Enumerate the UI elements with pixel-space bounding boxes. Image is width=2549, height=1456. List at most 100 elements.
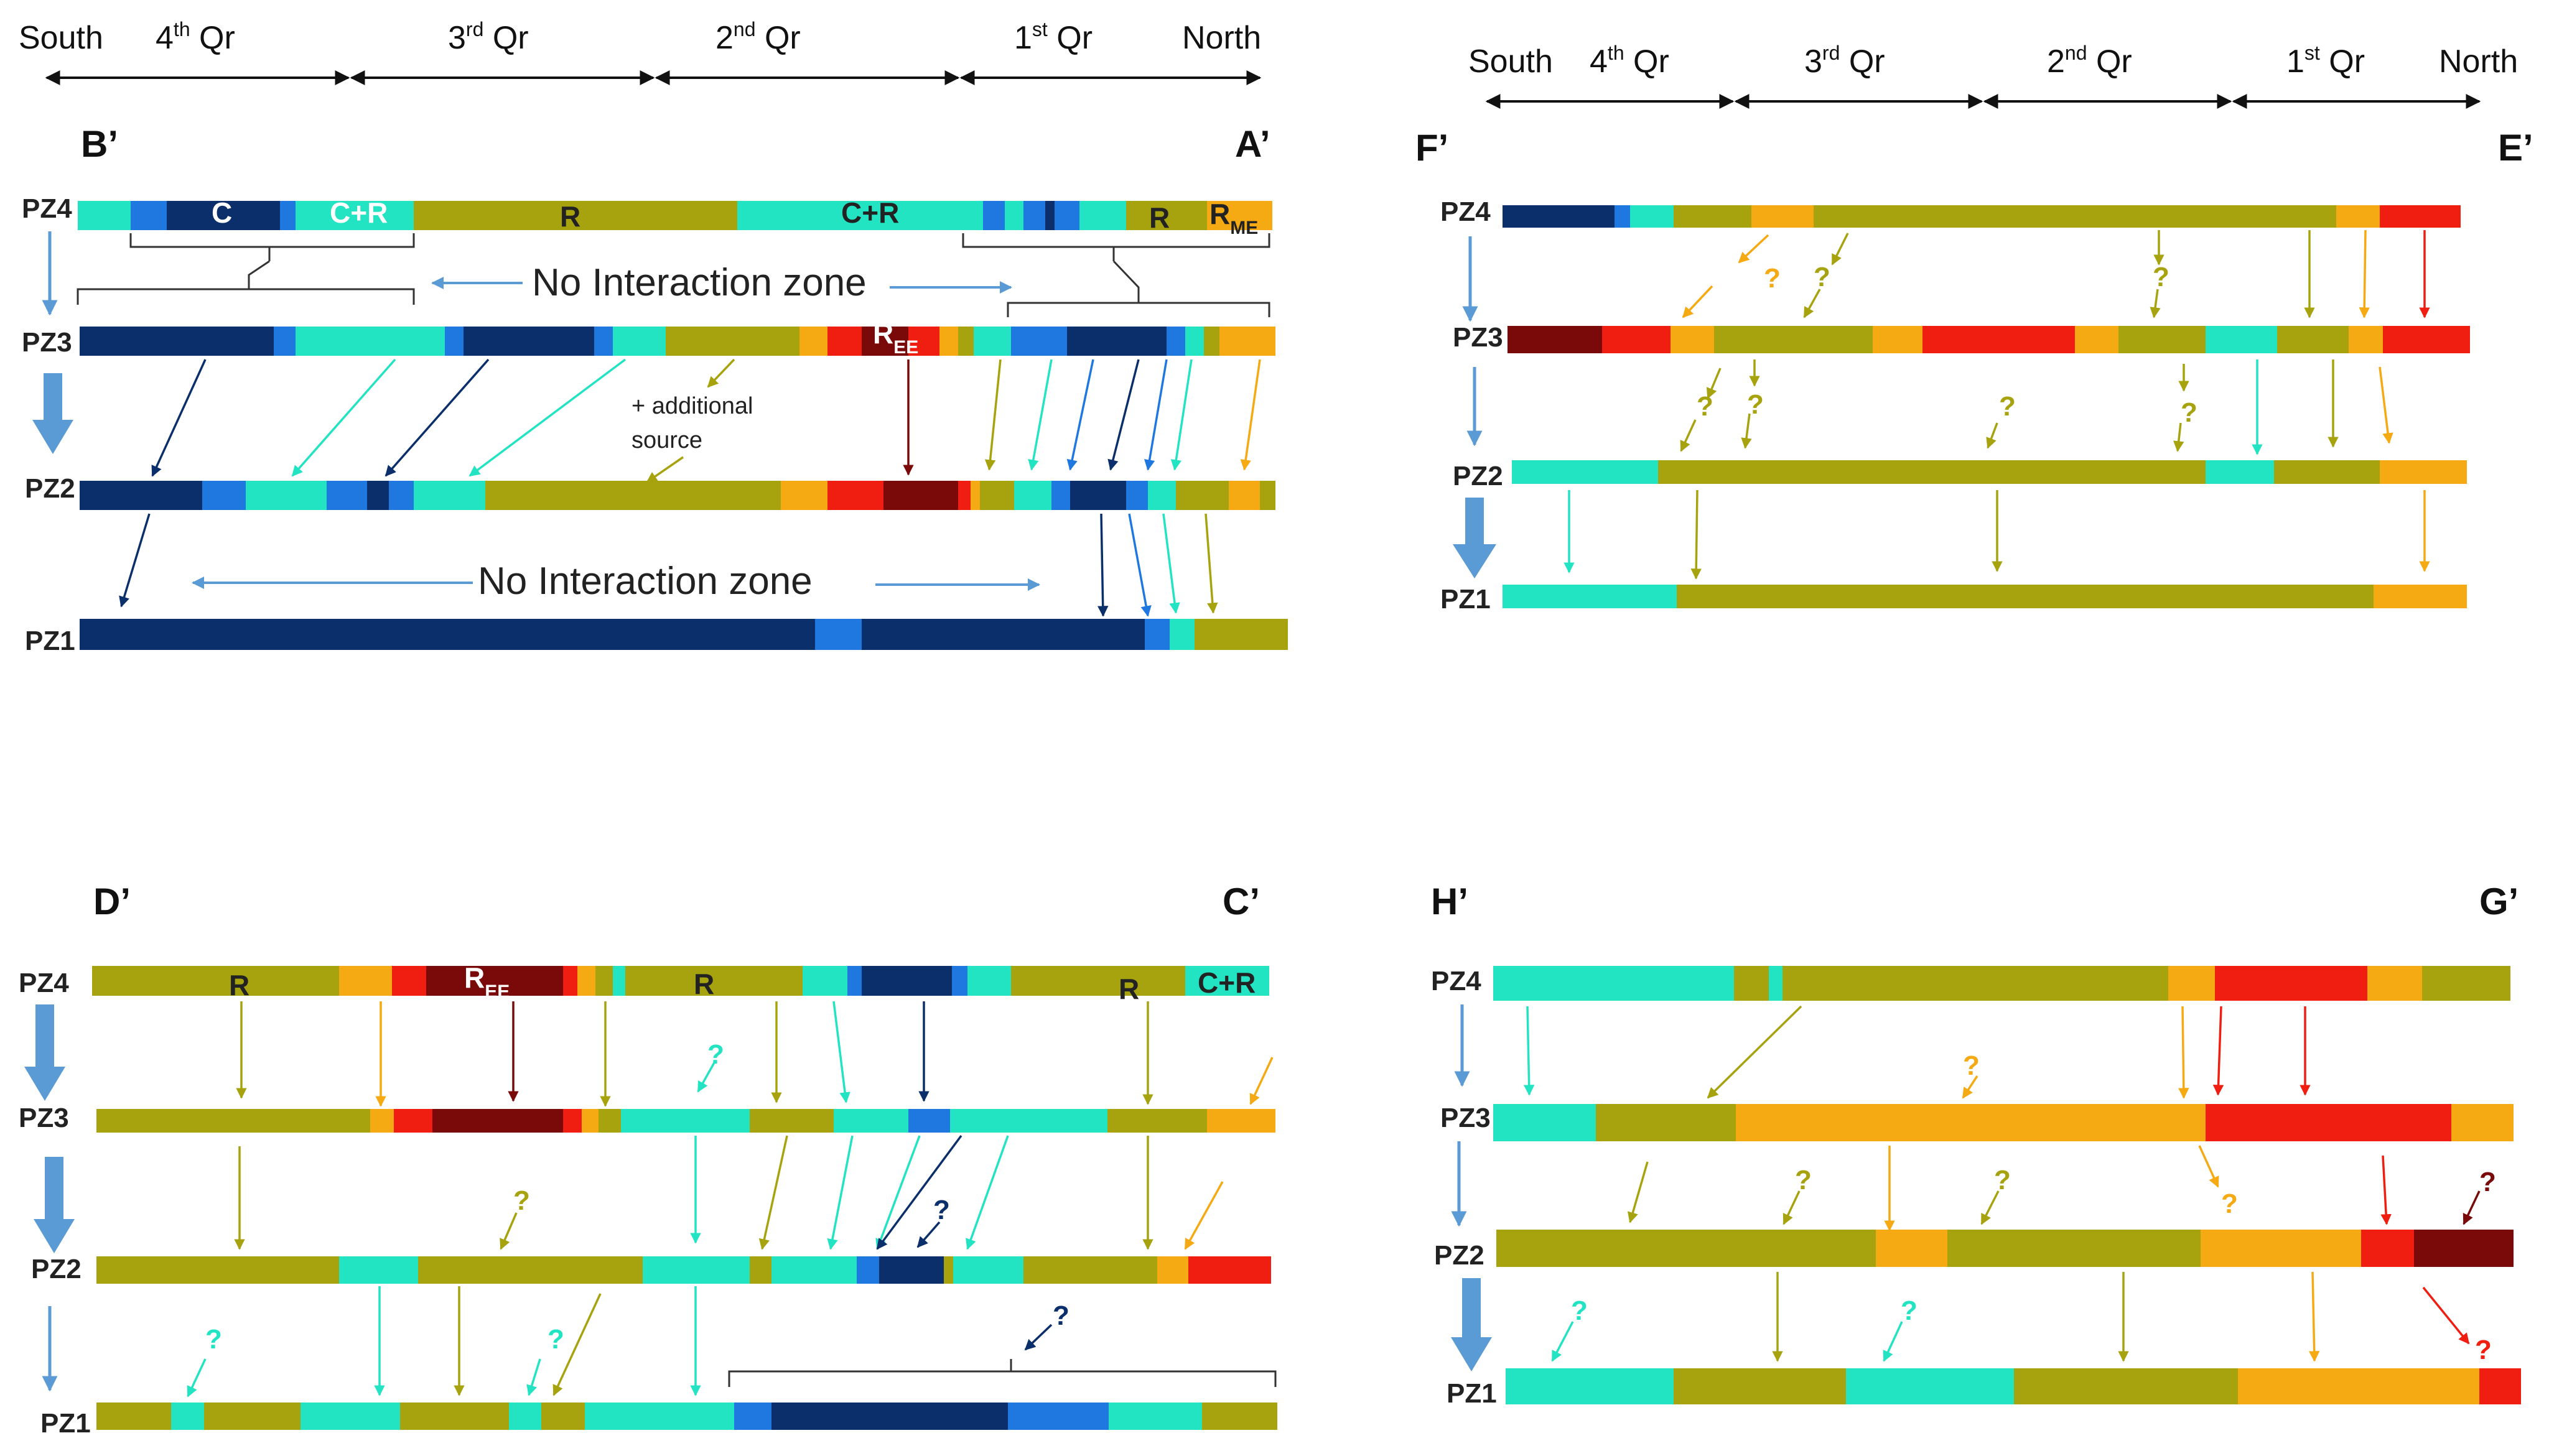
dc-arrow-16 <box>875 1135 921 1250</box>
corner-e: E’ <box>2498 127 2533 169</box>
fe-arrow-3 <box>1831 233 1849 266</box>
hg-pz1-segment <box>2238 1368 2479 1404</box>
dc-arrow-17 <box>876 1134 962 1250</box>
hg-pz4-segment <box>2367 966 2422 1001</box>
pz4-label-fe: PZ4 <box>1440 197 1491 227</box>
pz3-label-hg: PZ3 <box>1440 1103 1491 1133</box>
ba-arrow-9 <box>1028 359 1053 471</box>
ba-arrow-16 <box>1097 513 1109 617</box>
dc-pz3-segment <box>621 1109 750 1133</box>
hg-pz1-segment <box>1506 1368 1674 1404</box>
dc-pz3-segment <box>1207 1109 1275 1133</box>
fe-pz3-segment <box>2277 326 2349 353</box>
header-ba: South North 4th Qr 3rd Qr 2nd Qr 1st Qr <box>19 18 1262 85</box>
hg-pz3-segment <box>1596 1104 1736 1141</box>
fe-pz3-segment <box>2075 326 2118 353</box>
pz2-label-fe: PZ2 <box>1453 461 1503 491</box>
ba-pz3 <box>80 327 1275 356</box>
dc-pz3-segment <box>599 1109 621 1133</box>
ba-pz1-segment <box>1170 619 1195 650</box>
hg-pz3-segment <box>2451 1104 2514 1141</box>
hg-arrow-7 <box>1627 1161 1649 1223</box>
ba-pz3-segment <box>80 327 274 356</box>
dc-arrow-7 <box>832 1001 850 1103</box>
fe-pz4-segment <box>2380 205 2461 228</box>
hg-pz2 <box>1496 1230 2514 1267</box>
hg-arrow-5 <box>2212 1006 2224 1096</box>
ba-pz4-segment <box>1045 201 1055 230</box>
header-north: North <box>1182 20 1261 56</box>
ba-pz3-segment <box>296 327 445 356</box>
ba-pz4-segment <box>296 201 414 230</box>
hg-pz2-segment <box>2201 1230 2361 1267</box>
pz1-label-fe: PZ1 <box>1440 584 1491 614</box>
header-q3: 3rd Qr <box>448 18 529 56</box>
corner-g: G’ <box>2479 881 2519 922</box>
dc-pz4-segment <box>339 966 392 996</box>
fe-pz2-segment <box>1658 460 2206 484</box>
hg-arrow-8 <box>1782 1190 1801 1225</box>
dc-pz4-segment <box>967 966 1011 996</box>
fe-q-3: ? <box>2153 262 2169 292</box>
dc-arrow-25 <box>526 1358 541 1396</box>
hg-pz3 <box>1493 1104 2514 1141</box>
pz3-label-fe: PZ3 <box>1453 322 1503 353</box>
fe-q-1: ? <box>1764 263 1781 294</box>
dc-pz2-segment <box>771 1256 857 1284</box>
ba-pz2-segment <box>1014 481 1051 510</box>
hg-pz1 <box>1506 1368 2521 1404</box>
no-interaction-label-top: No Interaction zone <box>532 261 867 304</box>
dc-pz3 <box>96 1109 1275 1133</box>
bar-label-ree-1: REE <box>873 317 918 358</box>
fe-pz4-segment <box>1503 205 1615 228</box>
dc-pz4 <box>92 966 1269 996</box>
hg-q-8: ? <box>2475 1335 2492 1365</box>
dc-arrow-12 <box>500 1212 518 1250</box>
pz4-label-ba: PZ4 <box>22 193 72 224</box>
header-fe: South North 4th Qr 3rd Qr 2nd Qr 1st Qr <box>1468 42 2518 109</box>
fe-pz4-segment <box>1674 205 1751 228</box>
bar-label-r-3: R <box>229 969 249 1001</box>
ba-pz2-segment <box>1051 481 1070 510</box>
header-fe-north: North <box>2439 44 2518 80</box>
dc-pz3-segment <box>563 1109 582 1133</box>
hg-q-3: ? <box>1994 1165 2011 1195</box>
fe-arrow-8 <box>2359 230 2370 318</box>
ba-pz4-segment <box>1005 201 1023 230</box>
ba-pz3-segment <box>666 327 799 356</box>
ba-pz1-segment <box>80 619 815 650</box>
ba-pz4 <box>78 201 1272 230</box>
pz1-label-dc: PZ1 <box>40 1408 91 1439</box>
hg-q-2: ? <box>1795 1165 1812 1195</box>
dc-pz4-segment <box>563 966 577 996</box>
dc-pz1-segment <box>1109 1403 1202 1430</box>
ba-pz2-segment <box>1070 481 1126 510</box>
ba-arrow-19 <box>1205 513 1218 614</box>
dc-arrow-15 <box>827 1135 854 1250</box>
bar-label-rme: RME <box>1209 198 1258 238</box>
ba-arrow-14 <box>1240 359 1261 471</box>
ba-arrow-10 <box>1066 359 1094 471</box>
dc-pz1-segment <box>96 1403 171 1430</box>
dc-pz1-segment <box>509 1403 541 1430</box>
ba-pz3-segment <box>862 327 908 356</box>
ba-pz2-segment <box>414 481 485 510</box>
bar-label-ree-2: REE <box>464 962 510 1002</box>
dc-pz4-segment <box>577 966 595 996</box>
dc-pz1-segment <box>1202 1403 1277 1430</box>
pz-labels: PZ4 PZ3 PZ2 PZ1 PZ4 PZ3 PZ2 PZ1 PZ4 PZ3 … <box>19 193 1503 1439</box>
dc-pz4-segment <box>803 966 847 996</box>
dc-pz1-segment <box>1008 1403 1109 1430</box>
transition-arrows <box>24 231 1496 1392</box>
hg-arrow-12 <box>2380 1155 2392 1225</box>
dc-pz2-segment <box>750 1256 771 1284</box>
fe-pz1-segment <box>1503 585 1677 608</box>
fe-pz4-segment <box>2336 205 2380 228</box>
hg-arrow-10 <box>1980 1190 2000 1225</box>
fe-arrow-2 <box>1682 285 1713 318</box>
hg-arrow-4 <box>2178 1006 2189 1099</box>
ba-pz4-segment <box>983 201 1005 230</box>
dc-pz3-segment <box>96 1109 370 1133</box>
ba-pz2-segment <box>327 481 367 510</box>
ba-arrow-1 <box>151 359 207 477</box>
